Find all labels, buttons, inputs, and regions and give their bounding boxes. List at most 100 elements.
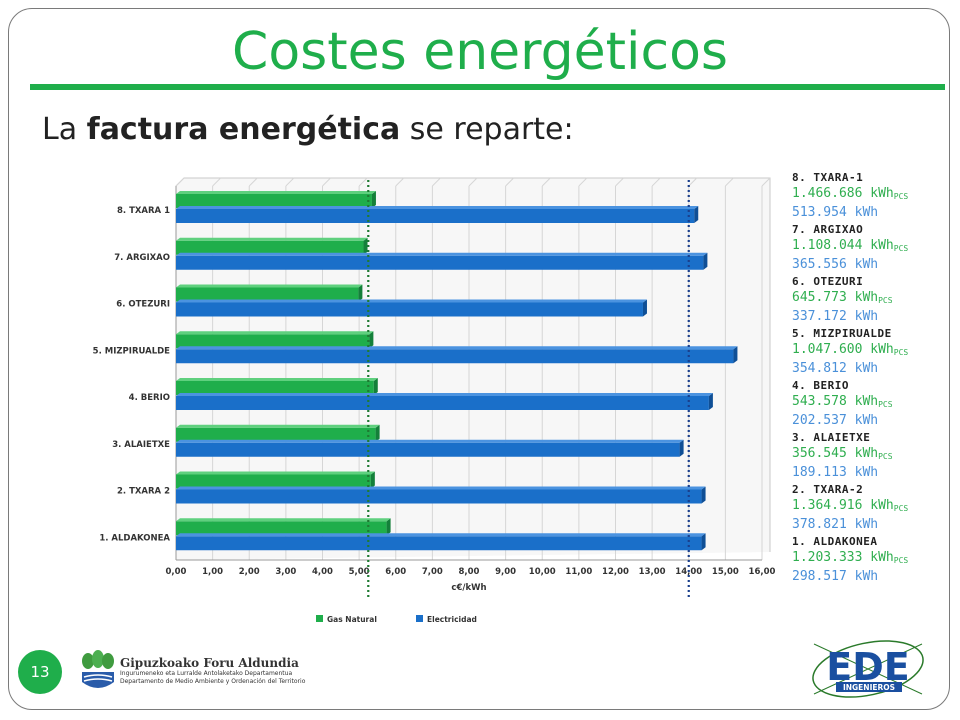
gridline-depth bbox=[468, 177, 478, 187]
plant-gas-consumption: 645.773 kWhPCS bbox=[792, 289, 952, 309]
x-tick-label: 12,00 bbox=[602, 567, 629, 577]
gas-bar-top bbox=[176, 424, 380, 428]
plant-gas-consumption: 1.466.686 kWhPCS bbox=[792, 185, 952, 205]
plant-gas-value: 1.466.686 kWh bbox=[792, 186, 894, 201]
gas-bar bbox=[176, 521, 387, 536]
plant-name: 3. ALAIETXE bbox=[792, 431, 871, 444]
gridline-depth bbox=[285, 177, 295, 187]
gas-bar bbox=[176, 427, 376, 442]
category-label: 8. TXARA 1 bbox=[117, 206, 170, 216]
legend-swatch bbox=[316, 615, 323, 622]
plant-consumption: 1. ALDAKONEA 1.203.333 kWhPCS 298.517 kWh bbox=[792, 534, 952, 585]
elec-bar-side bbox=[733, 346, 738, 364]
gfa-emblem-icon bbox=[82, 650, 114, 688]
gas-bar-top bbox=[176, 471, 375, 475]
ede-logo-sub: INGENIEROS bbox=[843, 683, 895, 692]
gridline-depth bbox=[761, 177, 771, 187]
elec-bar-top bbox=[176, 533, 706, 537]
gridline-depth bbox=[432, 177, 441, 187]
plant-gas-consumption: 543.578 kWhPCS bbox=[792, 393, 952, 413]
category-label: 3. ALAIETXE bbox=[112, 440, 170, 450]
plant-gas-unit-subscript: PCS bbox=[893, 244, 909, 253]
plant-name: 5. MIZPIRUALDE bbox=[792, 327, 892, 340]
x-tick-label: 15,00 bbox=[712, 567, 739, 577]
x-tick-label: 10,00 bbox=[529, 567, 556, 577]
plant-elec-consumption: 365.556 kWh bbox=[792, 257, 879, 272]
consumption-panel: 8. TXARA-1 1.466.686 kWhPCS 513.954 kWh 7. … bbox=[792, 170, 952, 586]
elec-bar-side bbox=[708, 393, 713, 410]
plant-elec-consumption: 189.113 kWh bbox=[792, 465, 879, 480]
gfa-logo bbox=[82, 650, 114, 688]
plant-consumption: 2. TXARA-2 1.364.916 kWhPCS 378.821 kWh bbox=[792, 482, 952, 533]
elec-bar-top bbox=[176, 299, 647, 303]
gas-bar bbox=[176, 240, 364, 255]
energy-cost-chart: 0,00 1,00 2,00 3,00 4,00 5,00 6,00 7,00 8,00 9,00… bbox=[93, 177, 776, 624]
gas-bar-side bbox=[375, 424, 380, 442]
title-underline bbox=[30, 84, 945, 90]
gridline-depth bbox=[175, 177, 185, 187]
gas-bar bbox=[176, 334, 370, 349]
plant-gas-unit-subscript: PCS bbox=[893, 348, 909, 357]
plant-name: 6. OTEZURI bbox=[792, 275, 864, 288]
gas-bar-top bbox=[176, 284, 363, 288]
x-tick-label: 7,00 bbox=[422, 567, 443, 577]
plant-name: 7. ARGIXAO bbox=[792, 223, 864, 236]
plant-name: 8. TXARA-1 bbox=[792, 171, 864, 184]
elec-bar-top bbox=[176, 393, 713, 396]
plant-gas-value: 356.545 kWh bbox=[792, 446, 879, 461]
plant-elec-consumption: 337.172 kWh bbox=[792, 309, 879, 324]
x-tick-label: 0,00 bbox=[166, 567, 187, 577]
gridline-depth bbox=[322, 177, 331, 187]
gridline-depth bbox=[651, 177, 661, 187]
legend-swatch bbox=[416, 615, 423, 622]
gas-bar-side bbox=[363, 237, 368, 255]
gas-bar-side bbox=[386, 518, 391, 536]
elec-bar-side bbox=[679, 439, 684, 457]
plant-elec-consumption: 298.517 kWh bbox=[792, 569, 879, 584]
plant-gas-consumption: 1.047.600 kWhPCS bbox=[792, 341, 952, 361]
x-tick-label: 13,00 bbox=[639, 567, 666, 577]
plant-consumption: 3. ALAIETXE 356.545 kWhPCS 189.113 kWh bbox=[792, 430, 952, 481]
x-tick-label: 2,00 bbox=[239, 567, 260, 577]
category-label: 5. MIZPIRUALDE bbox=[93, 346, 171, 356]
gridline-depth bbox=[725, 177, 734, 187]
plant-gas-unit-subscript: PCS bbox=[878, 296, 893, 305]
gfa-dept-es: Departamento de Medio Ambiente y Ordenac… bbox=[120, 678, 306, 685]
gas-bar-top bbox=[176, 237, 368, 241]
ede-logo-text: EDE bbox=[826, 645, 909, 689]
gas-bar-top bbox=[176, 331, 374, 335]
plant-gas-value: 1.108.044 kWh bbox=[792, 238, 894, 253]
gridline-depth bbox=[212, 177, 221, 187]
slide-title: Costes energéticos bbox=[232, 22, 728, 82]
gas-bar-side bbox=[369, 331, 374, 349]
category-label: 6. OTEZURI bbox=[116, 300, 170, 310]
plant-name: 1. ALDAKONEA bbox=[792, 535, 878, 548]
elec-bar-side bbox=[642, 299, 647, 317]
gridline-depth bbox=[505, 177, 514, 187]
elec-bar-top bbox=[176, 206, 699, 209]
elec-bar bbox=[176, 255, 704, 270]
plant-gas-consumption: 356.545 kWhPCS bbox=[792, 445, 952, 465]
elec-bar bbox=[176, 349, 734, 364]
plant-gas-consumption: 1.108.044 kWhPCS bbox=[792, 237, 952, 257]
plant-elec-consumption: 378.821 kWh bbox=[792, 517, 879, 532]
x-tick-label: 9,00 bbox=[495, 567, 516, 577]
gfa-name: Gipuzkoako Foru Aldundia bbox=[120, 656, 299, 670]
elec-bar-top bbox=[176, 346, 738, 350]
category-label: 7. ARGIXAO bbox=[114, 253, 170, 263]
elec-bar bbox=[176, 396, 709, 410]
elec-bar-top bbox=[176, 252, 708, 256]
gas-bar-top bbox=[176, 191, 376, 194]
gridline-depth bbox=[541, 177, 551, 187]
plant-gas-value: 1.203.333 kWh bbox=[792, 550, 894, 565]
x-tick-label: 14,00 bbox=[675, 567, 702, 577]
x-tick-label: 16,00 bbox=[749, 567, 776, 577]
gas-bar-side bbox=[358, 284, 363, 302]
gas-bar bbox=[176, 381, 374, 395]
gas-bar-side bbox=[370, 471, 375, 489]
elec-bar bbox=[176, 209, 695, 223]
plant-gas-value: 1.047.600 kWh bbox=[792, 342, 894, 357]
subtitle-post: se reparte: bbox=[400, 112, 574, 147]
page-number: 13 bbox=[18, 650, 62, 694]
plant-gas-consumption: 1.203.333 kWhPCS bbox=[792, 549, 952, 569]
